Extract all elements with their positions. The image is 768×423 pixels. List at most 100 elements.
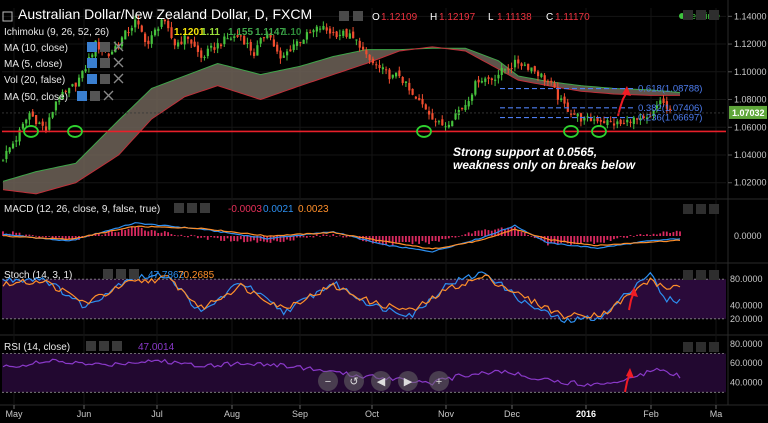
zoom-out-button[interactable]: − xyxy=(318,371,338,391)
candle-body xyxy=(233,36,236,38)
indicator-legend-label: Vol (20, false) xyxy=(4,75,65,86)
stoch-pane-control-icon[interactable] xyxy=(696,270,706,280)
price-tick-label: 1.08000 xyxy=(734,95,767,105)
macd-hide-icon[interactable] xyxy=(187,203,197,213)
candle xyxy=(388,67,391,84)
candle-body xyxy=(487,77,490,79)
candle xyxy=(414,96,418,100)
macd-settings-icon[interactable] xyxy=(174,203,184,213)
indicator-settings-icon[interactable] xyxy=(100,42,110,52)
macd-close-icon[interactable] xyxy=(200,203,210,213)
macd-histogram-bar xyxy=(256,236,259,243)
zoom-out-button-bg[interactable] xyxy=(318,371,338,391)
candle xyxy=(35,114,38,127)
indicator-close-icon[interactable] xyxy=(113,57,124,68)
macd-histogram-bar xyxy=(626,236,629,238)
candle xyxy=(553,80,556,89)
candle-body xyxy=(289,49,292,52)
indicator-settings-icon[interactable] xyxy=(100,58,110,68)
rsi-close-icon[interactable] xyxy=(112,341,122,351)
stoch-hide-icon[interactable] xyxy=(116,269,126,279)
zoom-in-button[interactable]: + xyxy=(429,371,449,391)
macd-pane-control-icon[interactable] xyxy=(683,204,693,214)
ui-controls[interactable]: − ↺ ◀ ▶ + xyxy=(318,10,719,391)
candle xyxy=(200,47,203,63)
ohlc-key: C xyxy=(546,12,553,23)
macd-histogram-bar xyxy=(404,236,407,243)
indicator-visibility-icon[interactable] xyxy=(77,91,87,101)
macd-pane-control-icon[interactable] xyxy=(709,204,719,214)
scroll-right-button-bg[interactable] xyxy=(398,371,418,391)
macd-histogram-bar xyxy=(305,236,308,238)
compare-icon[interactable] xyxy=(353,11,363,21)
indicator-close-icon[interactable] xyxy=(113,41,124,52)
stoch-pane-control-icon[interactable] xyxy=(683,270,693,280)
macd-histogram-bar xyxy=(408,236,411,243)
rsi-pane-control-icon[interactable] xyxy=(683,342,693,352)
macd-histogram-bar xyxy=(520,231,523,236)
macd-histogram-bar xyxy=(636,234,638,236)
stoch-settings-icon[interactable] xyxy=(103,269,113,279)
symbol-toggle-icon[interactable] xyxy=(2,11,13,22)
settings-icon[interactable] xyxy=(339,11,349,21)
scroll-right-button[interactable]: ▶ xyxy=(398,371,418,391)
macd-histogram-bar xyxy=(593,236,596,245)
macd-histogram-bar xyxy=(375,236,378,243)
main-pane-control-icon[interactable] xyxy=(696,10,706,20)
indicator-close-icon[interactable] xyxy=(113,73,124,84)
indicator-visibility-icon[interactable] xyxy=(87,74,97,84)
indicator-close-icon[interactable] xyxy=(103,90,114,101)
ohlc-value: 1.12109 xyxy=(381,12,418,23)
rsi-pane-control-icon[interactable] xyxy=(709,342,719,352)
candle-body xyxy=(8,147,11,153)
main-pane-control-icon[interactable] xyxy=(709,10,719,20)
macd-histogram-bar xyxy=(312,236,315,238)
rsi-pane-control-icon[interactable] xyxy=(696,342,706,352)
macd-pane-control-icon[interactable] xyxy=(696,204,706,214)
candle xyxy=(494,74,497,87)
candle xyxy=(573,109,576,115)
candle xyxy=(533,65,536,74)
indicator-settings-icon[interactable] xyxy=(90,91,100,101)
reset-button-bg[interactable] xyxy=(344,371,364,391)
macd-histogram-bar xyxy=(54,236,57,239)
candle-body xyxy=(190,39,193,44)
stoch-pane-control-icon[interactable] xyxy=(709,270,719,280)
candle xyxy=(319,25,322,33)
stoch-close-icon[interactable] xyxy=(129,269,139,279)
rsi-settings-icon[interactable] xyxy=(86,341,96,351)
macd-histogram-bar xyxy=(259,236,262,242)
macd-histogram-bar xyxy=(315,234,318,236)
ohlc-key: H xyxy=(430,12,437,23)
candle-body xyxy=(536,71,540,77)
indicator-visibility-icon[interactable] xyxy=(87,58,97,68)
price-tick-label: 1.02000 xyxy=(734,178,767,188)
reset-button[interactable]: ↺ xyxy=(344,371,364,391)
candle-body xyxy=(490,78,493,81)
zoom-out-button-icon: − xyxy=(325,376,331,388)
indicator-visibility-icon[interactable] xyxy=(87,42,97,52)
candle xyxy=(239,34,242,41)
main-pane-control-icon[interactable] xyxy=(683,10,693,20)
macd-histogram-bar xyxy=(395,236,397,244)
candle xyxy=(269,32,272,41)
macd-histogram-bar xyxy=(662,231,665,236)
macd-histogram-bar xyxy=(296,236,298,238)
rsi-line xyxy=(2,358,681,387)
macd-histogram-bar xyxy=(362,236,364,242)
zoom-in-button-icon: + xyxy=(436,376,442,388)
macd-histogram-bar xyxy=(490,230,493,236)
zoom-in-button-bg[interactable] xyxy=(429,371,449,391)
scroll-left-button-bg[interactable] xyxy=(371,371,391,391)
candle-body xyxy=(130,28,133,31)
candle xyxy=(560,95,563,102)
scroll-left-button[interactable]: ◀ xyxy=(371,371,391,391)
candle-body xyxy=(319,28,322,30)
candle-body xyxy=(609,121,612,123)
rsi-hide-icon[interactable] xyxy=(99,341,109,351)
support-touch-circle xyxy=(23,125,39,138)
candle xyxy=(249,39,252,56)
indicator-settings-icon[interactable] xyxy=(100,74,110,84)
macd-histogram-bar xyxy=(398,236,401,243)
candle-body xyxy=(279,50,282,59)
